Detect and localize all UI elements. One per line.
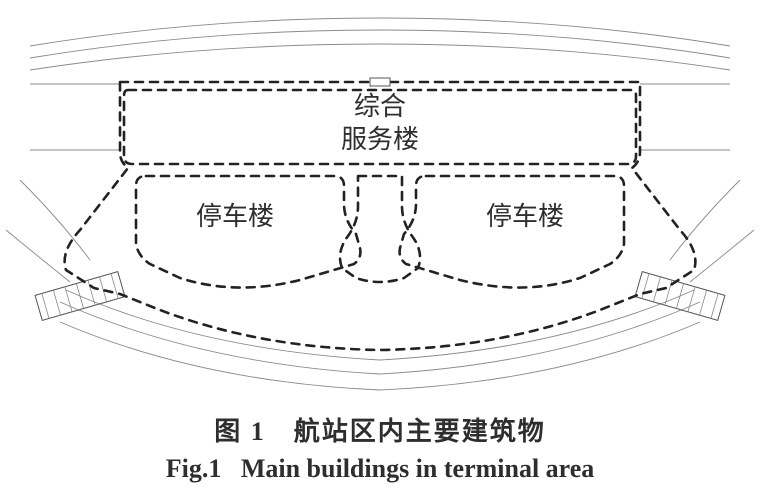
figure-captions: 图 1 航站区内主要建筑物 Fig.1 Main buildings in te… [0,411,760,484]
caption-zh-prefix: 图 1 [214,417,266,446]
context-roads [6,18,754,390]
terminal-plan-figure: 综合 服务楼 停车楼 停车楼 [0,0,760,400]
caption-zh: 图 1 航站区内主要建筑物 [0,411,760,448]
outline-outer-boundary [65,82,696,350]
outline-parking-right [400,176,624,288]
label-parking-left: 停车楼 [196,202,274,231]
outline-parking-left [136,176,360,288]
caption-en: Fig.1 Main buildings in terminal area [0,454,760,484]
label-service-line2: 服务楼 [341,125,419,154]
page-root: { "figure": { "type": "plan-diagram", "c… [0,0,760,504]
service-building-top-notch [370,78,390,86]
label-parking-right: 停车楼 [486,202,564,231]
label-service-line1: 综合 [354,92,406,121]
caption-en-prefix: Fig.1 [166,454,222,483]
caption-zh-text: 航站区内主要建筑物 [294,417,546,446]
caption-en-text: Main buildings in terminal area [241,454,594,483]
side-structure-right [635,272,725,321]
